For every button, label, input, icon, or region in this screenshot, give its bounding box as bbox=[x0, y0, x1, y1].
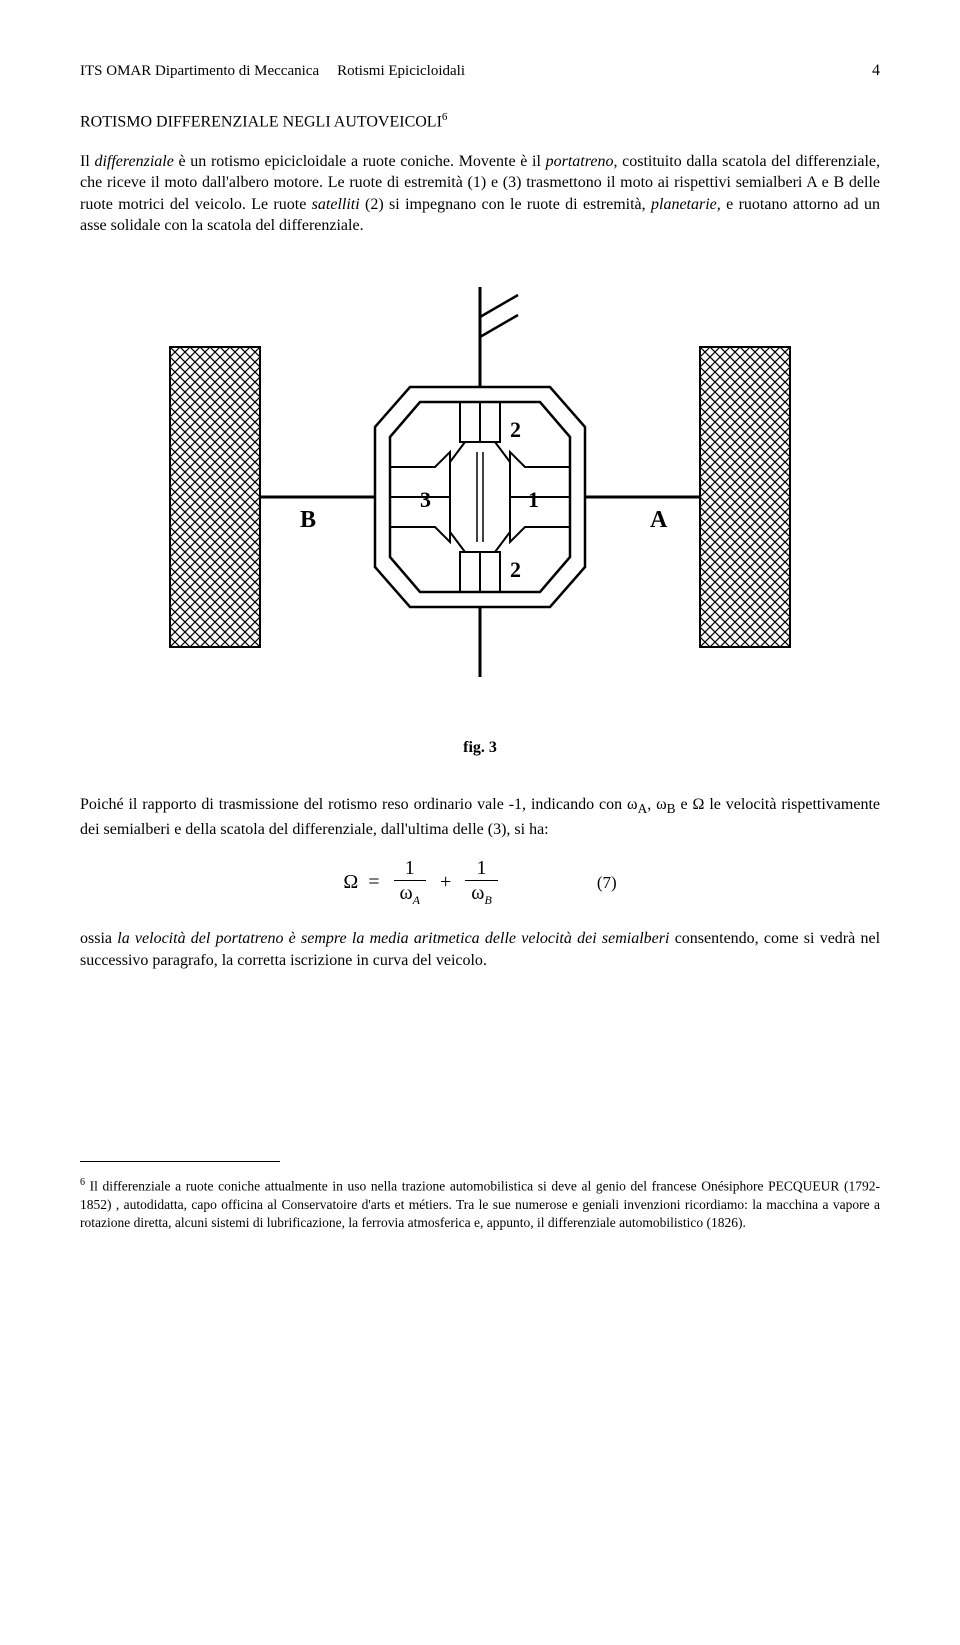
section-title: ROTISMO DIFFERENZIALE NEGLI AUTOVEICOLI6 bbox=[80, 110, 880, 133]
p2-subA: A bbox=[638, 802, 648, 817]
figure-caption: fig. 3 bbox=[80, 737, 880, 759]
planet-right bbox=[510, 452, 570, 542]
label-A: A bbox=[650, 507, 668, 533]
wheel-right bbox=[700, 347, 790, 647]
section-title-text: ROTISMO DIFFERENZIALE NEGLI AUTOVEICOLI bbox=[80, 113, 442, 130]
eq-number: (7) bbox=[597, 872, 617, 895]
input-bevel-1 bbox=[480, 295, 518, 317]
paragraph-3: ossia la velocità del portatreno è sempr… bbox=[80, 928, 880, 971]
wheel-left bbox=[170, 347, 260, 647]
eq-frac-B: 1 ωB bbox=[461, 858, 502, 906]
p1-s1a: Il bbox=[80, 153, 94, 170]
p3-b: la velocità del portatreno è sempre la m… bbox=[117, 930, 669, 947]
p3-a: ossia bbox=[80, 930, 117, 947]
footnote-text: Il differenziale a ruote coniche attualm… bbox=[80, 1178, 880, 1229]
page-number: 4 bbox=[872, 60, 880, 82]
eq-denB-sym: ω bbox=[471, 882, 484, 904]
eq-denA: ωA bbox=[394, 881, 427, 906]
input-bevel-2 bbox=[480, 315, 518, 337]
eq-equals: = bbox=[368, 869, 379, 896]
paragraph-1: Il differenziale è un rotismo epicicloid… bbox=[80, 151, 880, 237]
footnote-6: 6 Il differenziale a ruote coniche attua… bbox=[80, 1176, 880, 1232]
header-subject: Rotismi Epicicloidali bbox=[337, 61, 465, 81]
eq-frac-A: 1 ωA bbox=[390, 858, 431, 906]
paragraph-2: Poiché il rapporto di trasmissione del r… bbox=[80, 794, 880, 840]
p2-b: , ω bbox=[647, 796, 666, 813]
section-title-footnote-ref: 6 bbox=[442, 111, 448, 123]
footnote-separator bbox=[80, 1161, 280, 1162]
label-B: B bbox=[300, 507, 316, 533]
p2-subB: B bbox=[667, 802, 676, 817]
p2-a: Poiché il rapporto di trasmissione del r… bbox=[80, 796, 638, 813]
p1-s1g: (2) si impegnano con le ruote di estremi… bbox=[360, 196, 651, 213]
equation-7: Ω = 1 ωA + 1 ωB (7) bbox=[80, 858, 880, 906]
p1-satelliti: satelliti bbox=[312, 196, 360, 213]
label-3: 3 bbox=[420, 487, 431, 512]
eq-denB-sub: B bbox=[484, 893, 491, 907]
eq-omega: Ω bbox=[343, 869, 358, 896]
differential-diagram: 2 2 3 1 B A bbox=[150, 267, 810, 727]
p1-portatreno: portatreno bbox=[546, 153, 614, 170]
label-bottom-2: 2 bbox=[510, 557, 521, 582]
figure-3: 2 2 3 1 B A fig. 3 bbox=[80, 267, 880, 759]
p1-planetarie: planetarie, bbox=[651, 196, 721, 213]
eq-num1: 1 bbox=[394, 858, 427, 881]
eq-denA-sym: ω bbox=[400, 882, 413, 904]
p1-differenziale: differenziale bbox=[94, 153, 173, 170]
header-left: ITS OMAR Dipartimento di Meccanica Rotis… bbox=[80, 61, 465, 81]
label-top-2: 2 bbox=[510, 417, 521, 442]
satellite-bottom bbox=[450, 532, 510, 592]
label-1: 1 bbox=[528, 487, 539, 512]
eq-denA-sub: A bbox=[413, 893, 420, 907]
eq-plus: + bbox=[440, 869, 451, 896]
eq-num2: 1 bbox=[465, 858, 498, 881]
header-dept: ITS OMAR Dipartimento di Meccanica bbox=[80, 61, 319, 81]
p1-s1c: è un rotismo epicicloidale a ruote conic… bbox=[174, 153, 546, 170]
page-header: ITS OMAR Dipartimento di Meccanica Rotis… bbox=[80, 60, 880, 82]
satellite-top bbox=[450, 402, 510, 462]
eq-denB: ωB bbox=[465, 881, 498, 906]
